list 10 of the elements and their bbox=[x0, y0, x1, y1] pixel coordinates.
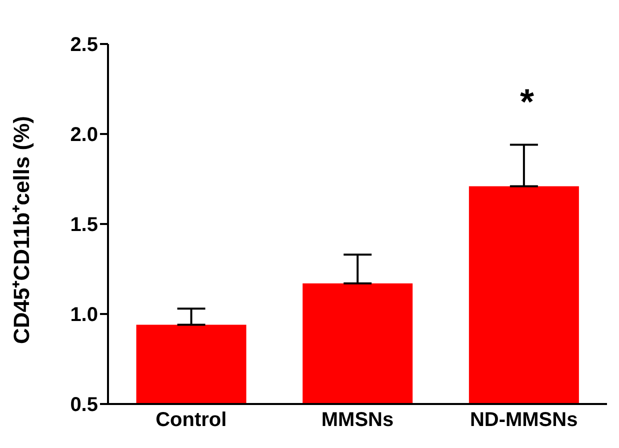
y-tick-label: 0.5 bbox=[70, 394, 98, 416]
y-tick-label: 2.5 bbox=[70, 34, 98, 56]
x-tick-label: Control bbox=[156, 409, 227, 432]
x-tick-label: ND-MMSNs bbox=[470, 409, 578, 432]
y-tick-label: 1.5 bbox=[70, 214, 98, 236]
y-axis-title: CD45⁺CD11b⁺cells (%) bbox=[8, 116, 34, 344]
annotation: * bbox=[520, 81, 534, 122]
x-tick-label: MMSNs bbox=[321, 409, 394, 432]
y-tick-label: 1.0 bbox=[70, 304, 98, 326]
y-tick-label: 2.0 bbox=[70, 124, 98, 146]
